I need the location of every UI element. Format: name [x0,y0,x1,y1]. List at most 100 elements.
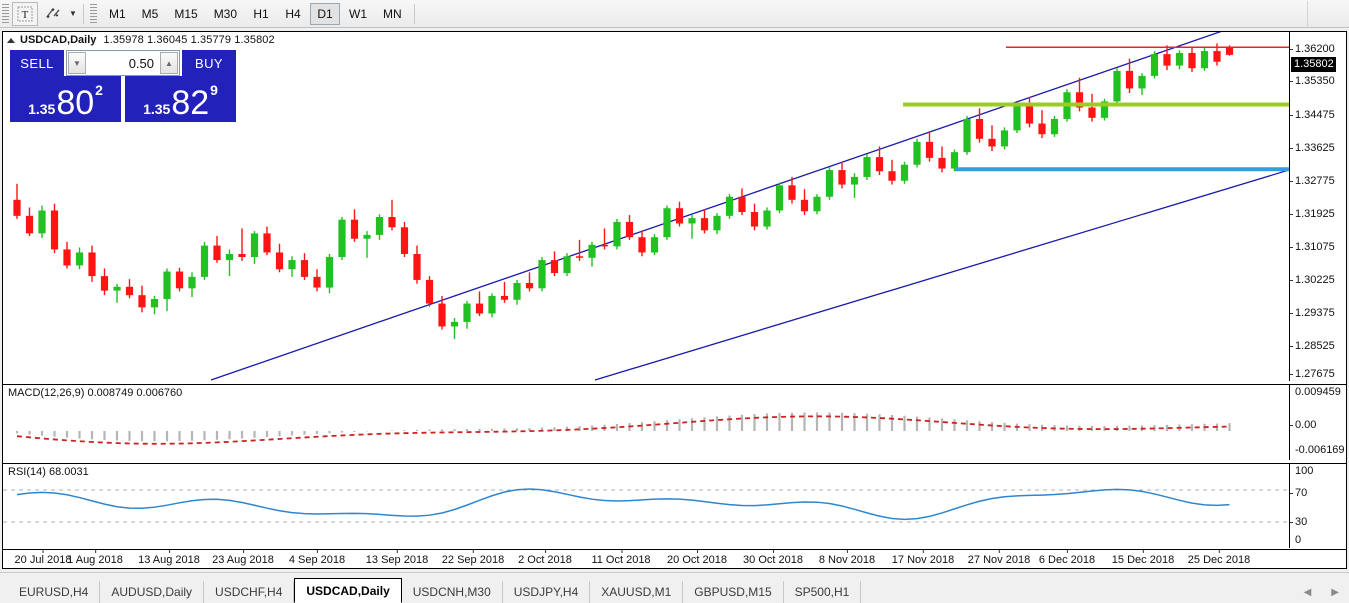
chevron-down-icon[interactable]: ▼ [69,9,77,18]
tab-audusd-daily[interactable]: AUDUSD,Daily [100,581,205,603]
tab-gbpusd-m15[interactable]: GBPUSD,M15 [683,581,784,603]
buy-price-main: 82 [171,84,210,122]
sell-price-fraction: 2 [95,82,103,98]
date-tick-15: 15 Dec 2018 [1111,550,1175,566]
timeframe-w1[interactable]: W1 [349,6,368,21]
date-tick-16: 25 Dec 2018 [1187,550,1251,566]
price-tick-8: 1.29375 [1290,307,1335,319]
date-tick-0: 20 Jul 2018 [14,550,72,566]
timeframe-m5[interactable]: M5 [141,6,159,21]
price-tick-4: 1.32775 [1290,175,1335,187]
tab-xauusd-m1[interactable]: XAUUSD,M1 [590,581,684,603]
rsi-axis[interactable]: 100 70 30 0 [1289,464,1346,548]
rsi-chart [3,488,1289,523]
toolbar-separator [83,3,84,24]
date-tick-14: 6 Dec 2018 [1038,550,1096,566]
date-tick-11: 8 Nov 2018 [818,550,876,566]
toolbar-separator-2 [413,3,415,24]
date-tick-13: 27 Nov 2018 [967,550,1031,566]
timeframe-d1[interactable]: D1 [310,2,341,25]
macd-label: MACD(12,26,9) 0.008749 0.006760 [8,387,183,399]
volume-value[interactable]: 0.50 [128,55,154,71]
tab-scroll-right-icon[interactable]: ▶ [1331,587,1339,598]
collapse-triangle-icon[interactable] [7,37,15,43]
timeframe-m1[interactable]: M1 [109,6,126,21]
tab-usdchf-h4[interactable]: USDCHF,H4 [204,581,295,603]
buy-price-cell[interactable]: 1.35 82 9 [125,76,236,122]
tab-eurusd-h4[interactable]: EURUSD,H4 [8,581,101,603]
date-tick-2: 13 Aug 2018 [138,550,200,566]
sell-button[interactable]: SELL [10,50,64,76]
toolbar-grip[interactable] [2,3,9,24]
volume-increase-button[interactable]: ▲ [160,52,178,74]
buy-price-fraction: 9 [210,82,218,98]
main-toolbar: T ▼ M1 M5 M15 M30 H1 H4 D1 W1 MN [0,0,1349,28]
buy-button[interactable]: BUY [182,50,236,76]
chart-window: USDCAD,Daily 1.35978 1.36045 1.35779 1.3… [2,31,1347,569]
rsi-tick-2: 30 [1289,516,1308,528]
date-tick-12: 17 Nov 2018 [891,550,955,566]
svg-text:T: T [22,9,29,21]
date-tick-8: 11 Oct 2018 [591,550,651,566]
timeframe-mn[interactable]: MN [383,6,402,21]
macd-tick-0: 0.009459 [1295,386,1341,398]
price-tick-0: 1.36200 [1290,43,1335,55]
rsi-tick-3: 0 [1295,534,1302,546]
price-axis[interactable]: 1.36200 1.35802 1.35350 1.34475 1.33625 … [1289,32,1346,381]
timeframe-h1[interactable]: H1 [253,6,269,21]
rsi-label: RSI(14) 68.0031 [8,466,89,478]
oct-price-row: 1.35 80 2 1.35 82 9 [10,76,236,122]
price-tick-1: 1.35350 [1290,75,1335,87]
oct-top-row: SELL ▼ 0.50 ▲ BUY [10,50,236,76]
chart-symbol-label: USDCAD,Daily [20,34,97,46]
timeframe-m15[interactable]: M15 [174,6,198,21]
macd-tick-1: 0.00 [1289,419,1317,431]
price-tick-10: 1.27675 [1290,368,1335,380]
price-tick-5: 1.31925 [1290,208,1335,220]
date-tick-4: 4 Sep 2018 [288,550,346,566]
timeframe-h4[interactable]: H4 [285,6,301,21]
chart-tab-bar: EURUSD,H4 AUDUSD,Daily USDCHF,H4 USDCAD,… [0,572,1349,603]
sell-price-prefix: 1.35 [28,101,56,117]
timeframe-grip[interactable] [90,3,97,24]
chart-ohlc-values: 1.35978 1.36045 1.35779 1.35802 [103,34,275,46]
date-axis[interactable]: 20 Jul 2018 1 Aug 2018 13 Aug 2018 23 Au… [3,549,1346,568]
current-price-label: 1.35802 [1291,57,1336,72]
macd-axis[interactable]: 0.009459 0.00 -0.006169 [1289,385,1346,460]
tab-usdcnh-m30[interactable]: USDCNH,M30 [402,581,503,603]
date-tick-7: 2 Oct 2018 [518,550,572,566]
sell-price-main: 80 [56,84,95,122]
date-tick-9: 20 Oct 2018 [667,550,727,566]
rsi-plot-area[interactable] [3,464,1289,548]
drawing-tools-icon[interactable] [40,2,66,26]
tab-scroll-left-icon[interactable]: ◀ [1303,587,1312,598]
macd-chart [15,412,1231,445]
sell-price-cell[interactable]: 1.35 80 2 [10,76,121,122]
date-tick-3: 23 Aug 2018 [212,550,274,566]
tab-usdjpy-h4[interactable]: USDJPY,H4 [503,581,591,603]
timeframe-m30[interactable]: M30 [213,6,238,21]
tab-usdcad-daily[interactable]: USDCAD,Daily [294,578,402,603]
price-plot-area[interactable] [3,32,1289,381]
chart-header: USDCAD,Daily 1.35978 1.36045 1.35779 1.3… [3,32,275,48]
price-tick-7: 1.30225 [1290,274,1335,286]
macd-pane: MACD(12,26,9) 0.008749 0.006760 0.009459… [3,384,1346,460]
tab-scroll-controls: ◀ ▶ [1304,587,1339,598]
date-tick-5: 13 Sep 2018 [365,550,429,566]
price-tick-2: 1.34475 [1290,109,1335,121]
rsi-pane: RSI(14) 68.0031 100 70 30 0 [3,463,1346,548]
date-tick-6: 22 Sep 2018 [441,550,505,566]
price-pane: USDCAD,Daily 1.35978 1.36045 1.35779 1.3… [3,32,1346,381]
crosshair-text-icon[interactable]: T [12,1,38,26]
rsi-tick-1: 70 [1289,487,1308,499]
rsi-tick-0: 100 [1295,465,1314,477]
macd-tick-2: -0.006169 [1295,444,1345,456]
volume-stepper[interactable]: ▼ 0.50 ▲ [66,50,180,76]
buy-price-prefix: 1.35 [143,101,171,117]
date-tick-1: 1 Aug 2018 [67,550,123,566]
price-tick-9: 1.28525 [1290,340,1335,352]
volume-decrease-button[interactable]: ▼ [68,52,86,74]
tab-sp500-h1[interactable]: SP500,H1 [784,581,862,603]
macd-plot-area[interactable] [3,385,1289,460]
